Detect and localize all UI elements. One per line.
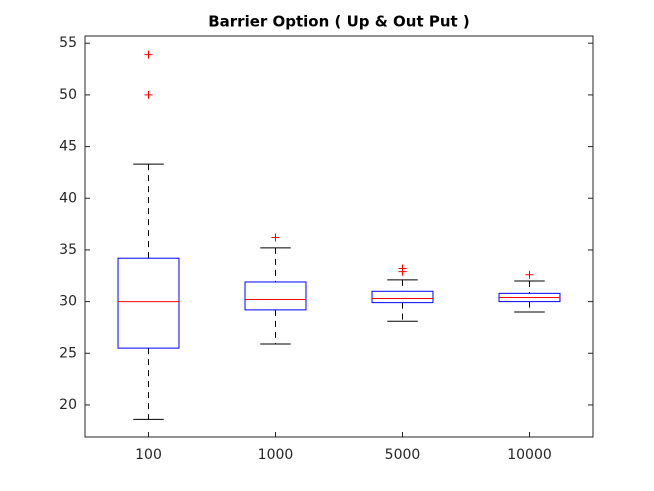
x-tick-label: 1000 — [258, 447, 294, 463]
outlier — [525, 270, 534, 279]
y-tick-label: 25 — [59, 345, 77, 361]
outlier — [144, 90, 153, 99]
box — [244, 281, 307, 311]
outlier — [144, 50, 153, 59]
x-tick-label: 5000 — [385, 447, 421, 463]
y-tick-label: 40 — [59, 190, 77, 206]
box — [371, 290, 434, 304]
y-tick-label: 30 — [59, 294, 77, 310]
chart-title: Barrier Option ( Up & Out Put ) — [208, 13, 470, 31]
plot-area — [84, 35, 594, 438]
box — [117, 257, 180, 349]
x-tick-label: 10000 — [507, 447, 552, 463]
y-tick-label: 50 — [59, 87, 77, 103]
outlier — [271, 233, 280, 242]
y-tick-label: 20 — [59, 397, 77, 413]
y-tick-label: 35 — [59, 242, 77, 258]
x-tick-label: 100 — [135, 447, 162, 463]
y-tick-label: 45 — [59, 139, 77, 155]
outlier — [398, 264, 407, 273]
y-tick-label: 55 — [59, 35, 77, 51]
